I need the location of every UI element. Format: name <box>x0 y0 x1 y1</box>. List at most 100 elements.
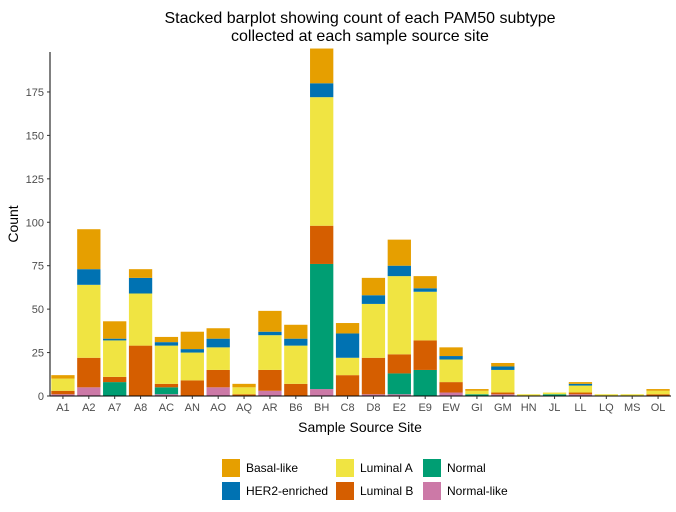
bar-gm-her2-enriched <box>491 366 515 370</box>
bar-ll-her2-enriched <box>568 383 593 386</box>
bar-b6-her2-enriched <box>284 338 308 346</box>
x-tick-label: AQ <box>236 402 252 414</box>
legend-item-basal-like: Basal-like <box>222 459 298 477</box>
bar-c8-luminal-b <box>335 375 360 396</box>
bar-ao-normal-like <box>206 387 230 396</box>
y-tick-label: 50 <box>32 304 44 316</box>
bar-a1-normal-like <box>51 394 75 396</box>
bar-gi-normal <box>465 394 489 396</box>
legend-swatch <box>222 459 240 477</box>
bar-e9-normal <box>413 369 437 396</box>
x-tick-label: E2 <box>393 402 406 414</box>
y-axis: 0 25 50 75 100 125 150 175 <box>26 52 51 403</box>
bar-c8-her2-enriched <box>335 333 360 358</box>
x-tick-label: OL <box>651 402 666 414</box>
x-tick-label: BH <box>314 402 329 414</box>
legend-swatch <box>336 459 354 477</box>
bar-a8-her2-enriched <box>128 277 153 294</box>
x-tick-label: GI <box>471 402 483 414</box>
bar-ac-normal <box>154 387 179 395</box>
bar-ol-basal-like <box>646 389 670 391</box>
bar-gm-basal-like <box>491 362 515 367</box>
bar-ew-basal-like <box>439 347 463 357</box>
bar-e2-basal-like <box>387 239 411 266</box>
bar-ll-basal-like <box>568 382 593 384</box>
bar-e2-normal <box>387 373 411 395</box>
bar-ol-luminal-a <box>646 390 670 395</box>
bar-ao-luminal-a <box>206 347 230 370</box>
bar-a8-luminal-a <box>128 293 153 346</box>
x-tick-label: AR <box>262 402 277 414</box>
bar-a7-luminal-a <box>103 340 127 377</box>
x-tick-label: LQ <box>599 402 614 414</box>
x-tick-label: GM <box>494 402 512 414</box>
bar-e2-luminal-a <box>387 276 411 355</box>
x-tick-label: JL <box>549 402 561 414</box>
bar-e9-luminal-b <box>413 340 437 370</box>
bar-d8-basal-like <box>361 277 386 296</box>
legend-label: Normal-like <box>447 484 508 498</box>
chart-title-line-2: collected at each sample source site <box>231 28 489 45</box>
bar-e2-normal-like <box>387 394 411 396</box>
bar-ol-luminal-b <box>646 394 670 396</box>
x-tick-label: LL <box>574 402 586 414</box>
bar-a2-normal-like <box>77 387 101 396</box>
bar-gm-luminal-b <box>491 392 515 395</box>
y-tick-label: 25 <box>32 348 44 360</box>
x-tick-label: E9 <box>418 402 431 414</box>
y-tick-label: 175 <box>26 87 44 99</box>
bar-a7-normal <box>103 382 127 396</box>
bar-ac-normal-like <box>154 394 179 396</box>
legend-label: Basal-like <box>246 461 298 475</box>
bar-ll-luminal-a <box>568 385 593 393</box>
bar-aq-basal-like <box>232 383 256 388</box>
y-tick-label: 100 <box>26 217 44 229</box>
bar-jl-normal <box>542 394 567 396</box>
bar-ew-her2-enriched <box>439 356 463 360</box>
bar-c8-basal-like <box>335 323 360 334</box>
bar-ao-luminal-b <box>206 369 230 388</box>
x-tick-label: AN <box>185 402 200 414</box>
x-tick-label: A1 <box>56 402 69 414</box>
x-tick-label: AO <box>210 402 226 414</box>
bar-ar-basal-like <box>258 310 282 332</box>
bar-a1-basal-like <box>51 375 75 379</box>
x-tick-label: EW <box>442 402 460 414</box>
bar-e9-basal-like <box>413 276 437 289</box>
bar-a8-luminal-b <box>128 345 153 396</box>
bar-ac-luminal-a <box>154 345 179 384</box>
bar-ao-basal-like <box>206 328 230 339</box>
bar-aq-luminal-a <box>232 387 256 395</box>
bar-a7-luminal-b <box>103 376 127 383</box>
y-axis-title: Count <box>5 205 21 242</box>
bar-ll-luminal-b <box>568 392 593 395</box>
legend-label: Normal <box>447 461 486 475</box>
bar-e2-luminal-b <box>387 354 411 374</box>
bar-ar-her2-enriched <box>258 331 282 336</box>
bar-e2-her2-enriched <box>387 265 411 277</box>
legend-item-luminal-a: Luminal A <box>336 459 413 477</box>
x-tick-label: A8 <box>134 402 147 414</box>
bar-lq-luminal-a <box>594 394 618 396</box>
x-tick-label: C8 <box>341 402 355 414</box>
x-tick-label: HN <box>521 402 537 414</box>
bar-a2-her2-enriched <box>77 269 101 285</box>
bar-jl-luminal-a <box>542 392 567 395</box>
bar-an-luminal-b <box>180 380 204 396</box>
chart-title: Stacked barplot showing count of each PA… <box>164 10 555 45</box>
legend-label: Luminal B <box>360 484 413 498</box>
legend-swatch <box>336 482 354 500</box>
bar-e9-luminal-a <box>413 291 437 341</box>
bar-a2-luminal-b <box>77 357 101 388</box>
bar-gi-luminal-a <box>465 390 489 395</box>
bar-bh-luminal-b <box>310 225 334 264</box>
bar-a1-luminal-b <box>51 390 75 395</box>
bar-ac-luminal-b <box>154 383 179 388</box>
bar-hn-luminal-a <box>517 394 541 396</box>
bar-ar-luminal-a <box>258 335 282 370</box>
bar-ar-normal-like <box>258 390 282 396</box>
bar-ew-luminal-b <box>439 382 463 393</box>
bar-c8-luminal-a <box>335 357 360 376</box>
bar-bh-luminal-a <box>310 97 334 226</box>
bar-an-basal-like <box>180 331 204 350</box>
